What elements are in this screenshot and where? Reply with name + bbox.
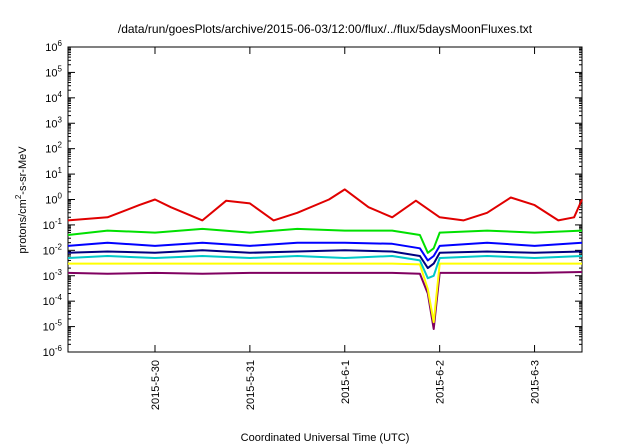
y-tick-label: 104: [45, 90, 62, 105]
series-line: [67, 249, 583, 270]
y-tick-label: 10-1: [43, 217, 63, 232]
y-tick-label: 100: [45, 192, 62, 207]
y-tick-label: 102: [45, 141, 62, 156]
y-tick-label: 10-4: [43, 293, 63, 308]
y-tick-label: 10-3: [43, 268, 63, 283]
plot-frame: [67, 46, 583, 353]
series-line: [67, 271, 583, 330]
y-tick-label: 105: [45, 64, 62, 79]
y-tick-label: 101: [45, 166, 62, 181]
y-tick-label: 103: [45, 115, 62, 130]
series-line: [67, 188, 583, 222]
x-axis-label: Coordinated Universal Time (UTC): [241, 432, 410, 444]
y-tick-label: 10-2: [43, 242, 63, 257]
y-tick-label: 106: [45, 39, 62, 54]
x-tick-label: 2015-6-2: [435, 360, 447, 404]
y-tick-label: 10-5: [43, 319, 63, 334]
chart-title: /data/run/goesPlots/archive/2015-06-03/1…: [118, 22, 533, 36]
y-axis-label-rest: -s-sr-MeV: [17, 146, 29, 195]
y-axis-label-unit: protons/cm: [17, 199, 29, 253]
y-axis-label-exponent: 2: [14, 194, 23, 199]
y-tick-label: 10-6: [43, 344, 63, 359]
x-tick-label: 2015-5-30: [150, 360, 162, 410]
y-axis-label: protons/cm2-s-sr-MeV: [14, 146, 29, 254]
x-tick-label: 2015-5-31: [245, 360, 257, 410]
series-line: [67, 241, 583, 262]
plot-area: 10-6 10-5 10-4 10-3 10-2 10-1 100 101 102 103 104 1…: [43, 39, 583, 410]
x-tick-label: 2015-6-3: [530, 360, 542, 404]
x-tick-label: 2015-6-1: [340, 360, 352, 404]
series-line: [67, 227, 583, 254]
series-line: [67, 255, 583, 280]
series-line: [68, 262, 582, 324]
